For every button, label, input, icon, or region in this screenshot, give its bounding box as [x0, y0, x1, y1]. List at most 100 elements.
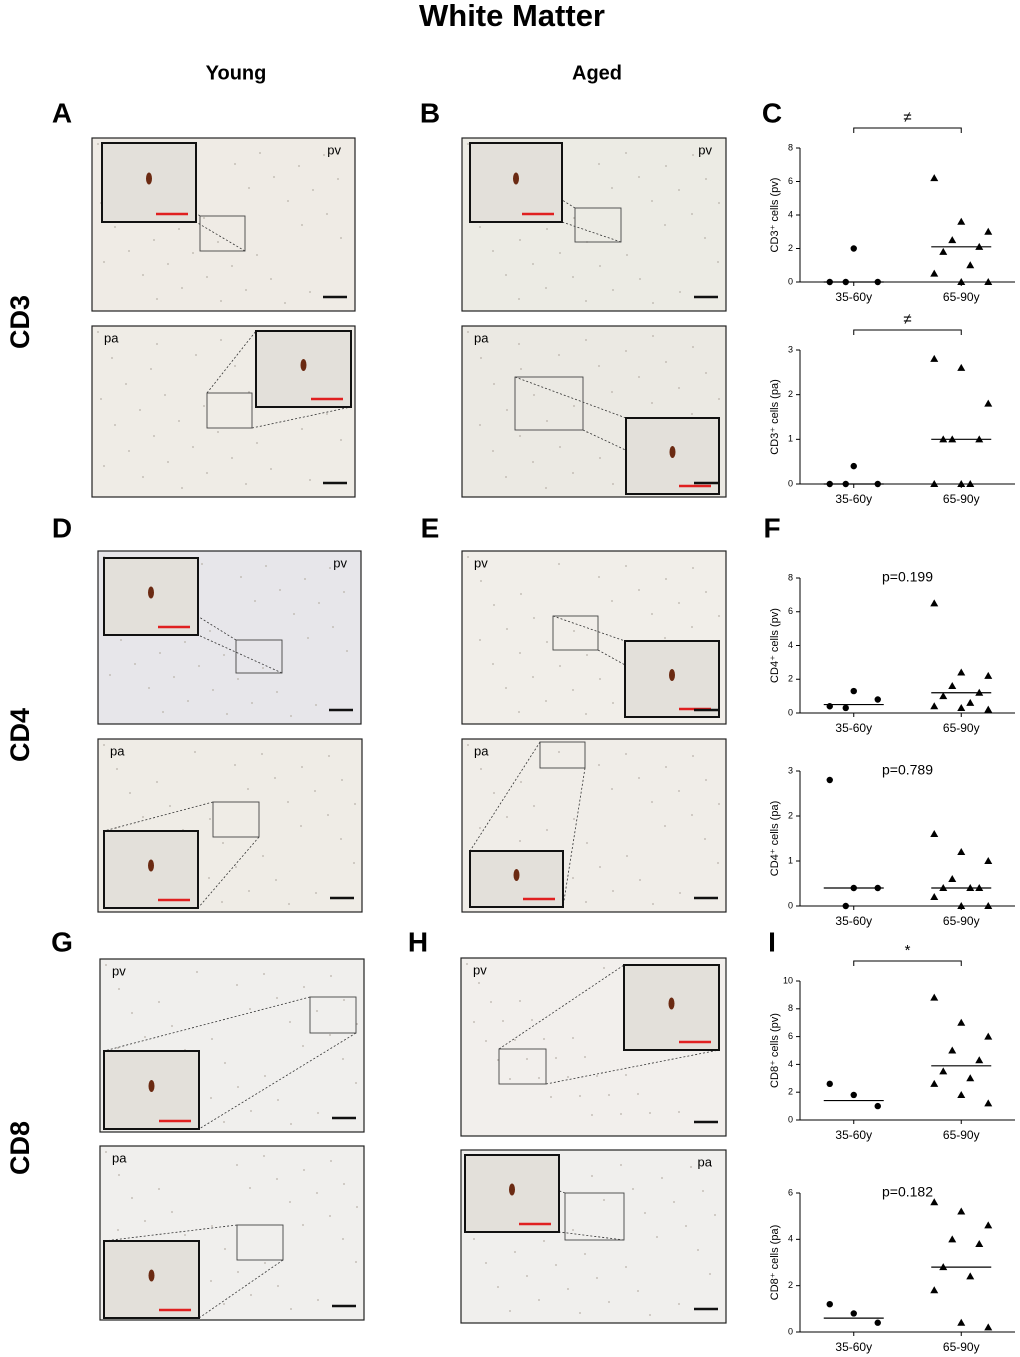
- data-point: [948, 1235, 957, 1243]
- tissue-dot: [572, 877, 574, 879]
- tissue-dot: [665, 165, 667, 167]
- data-point: [939, 247, 948, 255]
- tissue-dot: [178, 420, 180, 422]
- tissue-dot: [323, 154, 325, 156]
- tissue-dot: [314, 790, 316, 792]
- tissue-dot: [718, 803, 720, 805]
- tissue-dot: [652, 335, 654, 337]
- data-point: [984, 278, 993, 285]
- tissue-dot: [223, 1121, 225, 1123]
- data-point: [984, 705, 993, 713]
- tissue-dot: [234, 365, 236, 367]
- tissue-dot: [584, 1253, 586, 1255]
- tissue-dot: [509, 1078, 511, 1080]
- tissue-dot: [467, 331, 469, 333]
- tissue-dot: [531, 1019, 533, 1021]
- tissue-dot: [691, 626, 693, 628]
- tissue-dot: [114, 424, 116, 426]
- tissue-dot: [217, 241, 219, 243]
- panel-letter: D: [52, 512, 72, 543]
- panel-letter: A: [52, 97, 72, 128]
- tissue-dot: [679, 892, 681, 894]
- data-point: [957, 363, 966, 371]
- tissue-dot: [533, 394, 535, 396]
- tissue-dot: [248, 890, 250, 892]
- tissue-dot: [307, 637, 309, 639]
- tissue-dot: [289, 1201, 291, 1203]
- tissue-dot: [585, 901, 587, 903]
- tissue-dot: [211, 1225, 213, 1227]
- data-point: [984, 227, 993, 235]
- tissue-dot: [251, 702, 253, 704]
- data-point: [966, 698, 975, 706]
- tissue-dot: [261, 753, 263, 755]
- row-header: CD3: [5, 295, 35, 349]
- region-label: pv: [327, 142, 341, 157]
- tissue-dot: [585, 339, 587, 341]
- tissue-dot: [717, 261, 719, 263]
- tissue-dot: [355, 1082, 357, 1084]
- y-tick-label: 6: [788, 1187, 793, 1197]
- data-point: [957, 480, 966, 487]
- data-point: [930, 993, 939, 1001]
- figure-title: White Matter: [419, 0, 605, 33]
- tissue-dot: [585, 713, 587, 715]
- tissue-dot: [150, 368, 152, 370]
- tissue-dot: [226, 713, 228, 715]
- tissue-dot: [181, 487, 183, 489]
- zoom-line: [198, 1259, 284, 1319]
- region-label: pa: [698, 1154, 713, 1169]
- tissue-dot: [598, 163, 600, 165]
- tissue-dot: [340, 237, 342, 239]
- data-point: [957, 848, 966, 855]
- tissue-dot: [302, 1045, 304, 1047]
- tissue-dot: [341, 779, 343, 781]
- data-point: [874, 1319, 881, 1326]
- tissue-dot: [692, 346, 694, 348]
- tissue-dot: [599, 678, 601, 680]
- tissue-dot: [612, 702, 614, 704]
- tissue-dot: [625, 565, 627, 567]
- tissue-dot: [493, 604, 495, 606]
- tissue-dot: [279, 589, 281, 591]
- y-tick-label: 0: [788, 900, 793, 910]
- tissue-dot: [158, 1001, 160, 1003]
- tissue-dot: [603, 967, 605, 969]
- y-tick-label: 6: [788, 176, 793, 186]
- tissue-dot: [679, 291, 681, 293]
- tissue-dot: [485, 1040, 487, 1042]
- tissue-dot: [479, 639, 481, 641]
- tissue-dot: [187, 700, 189, 702]
- tissue-dot: [195, 354, 197, 356]
- region-label: pv: [473, 962, 487, 977]
- y-axis-label: CD3⁺ cells (pv): [769, 178, 781, 253]
- y-tick-label: 4: [788, 209, 793, 219]
- tissue-dot: [505, 274, 507, 276]
- tissue-dot: [705, 779, 707, 781]
- tissue-dot: [532, 676, 534, 678]
- data-point: [850, 245, 857, 252]
- tissue-dot: [236, 984, 238, 986]
- tissue-dot: [656, 1236, 658, 1238]
- tissue-dot: [533, 617, 535, 619]
- tissue-dot: [598, 576, 600, 578]
- data-point: [957, 278, 966, 285]
- data-point: [930, 480, 939, 487]
- tissue-dot: [519, 239, 521, 241]
- tissue-dot: [332, 626, 334, 628]
- tissue-dot: [652, 903, 654, 905]
- tissue-dot: [519, 652, 521, 654]
- tissue-dot: [210, 1280, 212, 1282]
- stained-cell: [148, 1269, 155, 1282]
- region-label: pv: [112, 963, 126, 978]
- y-tick-label: 8: [788, 1003, 793, 1013]
- tissue-dot: [678, 189, 680, 191]
- x-tick-label: 35-60y: [835, 914, 872, 928]
- tissue-dot: [638, 777, 640, 779]
- tissue-dot: [559, 665, 561, 667]
- data-point: [850, 1091, 857, 1099]
- tissue-dot: [697, 1249, 699, 1251]
- tissue-dot: [171, 1211, 173, 1213]
- tissue-dot: [717, 862, 719, 864]
